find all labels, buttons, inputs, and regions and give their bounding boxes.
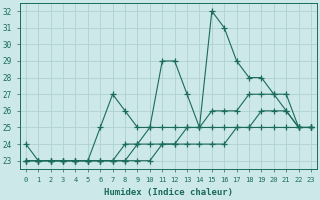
X-axis label: Humidex (Indice chaleur): Humidex (Indice chaleur) (104, 188, 233, 197)
